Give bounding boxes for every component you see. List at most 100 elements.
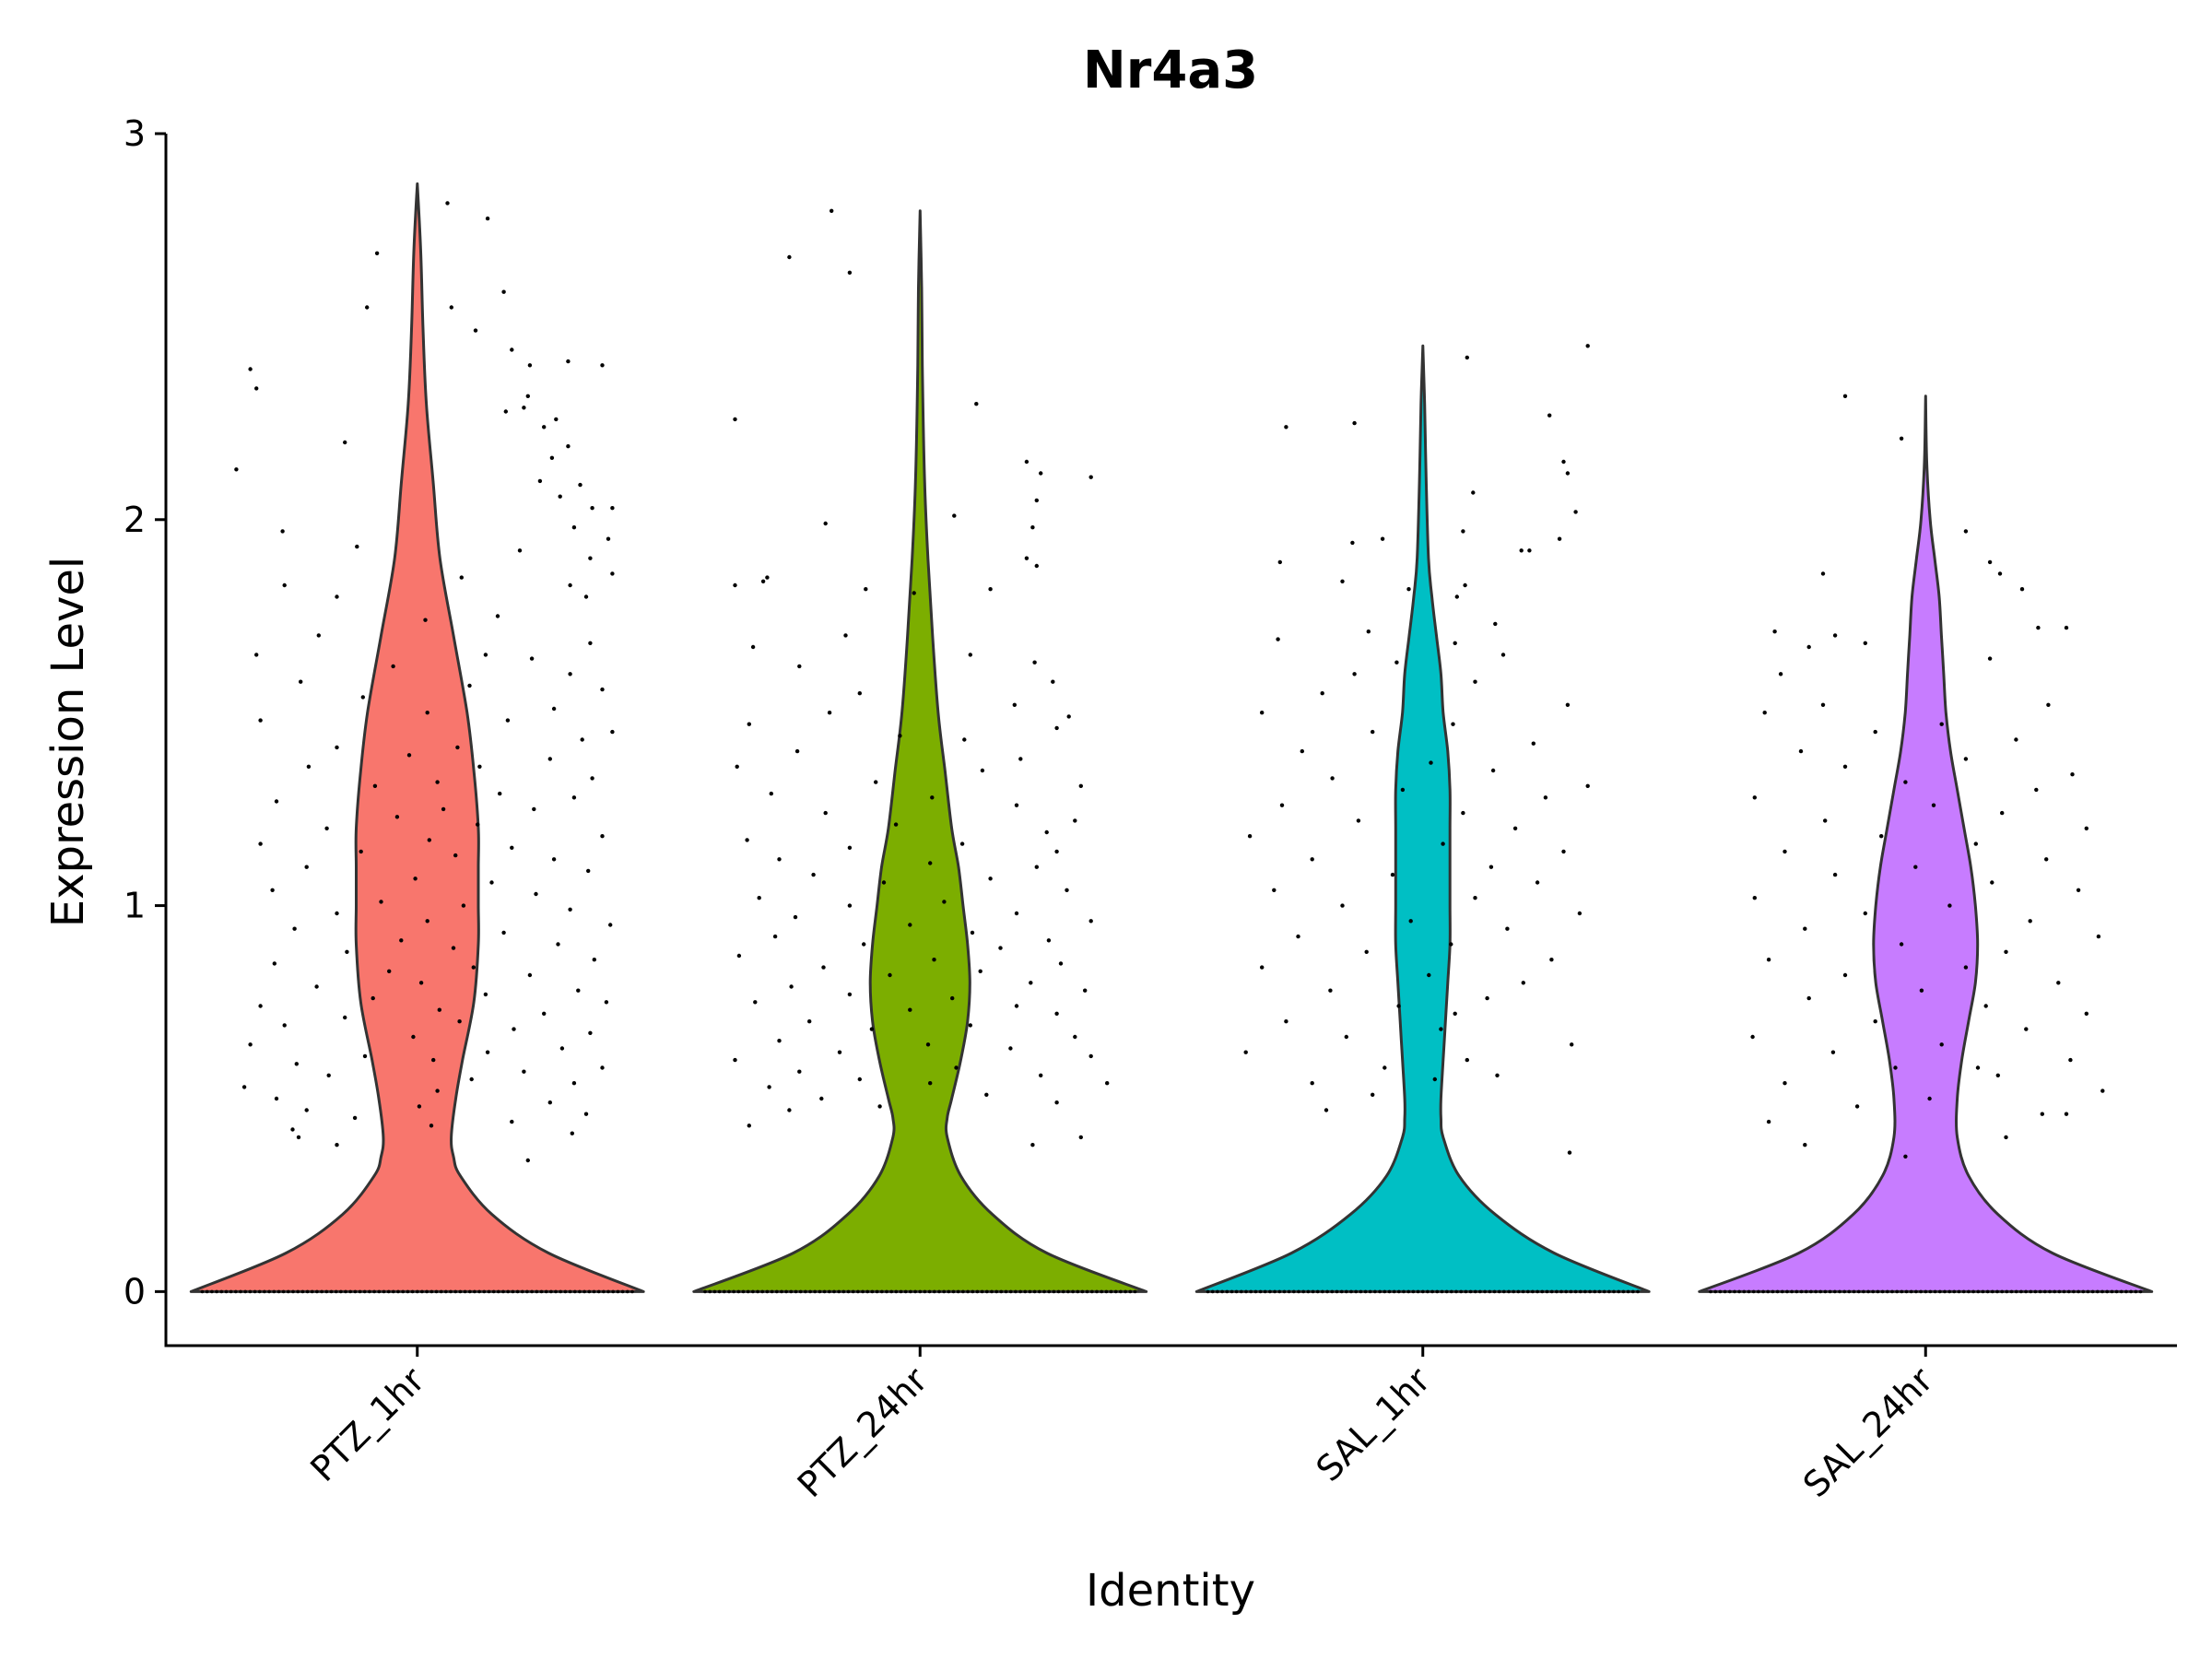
data-point xyxy=(455,745,460,750)
data-point xyxy=(485,1050,490,1054)
data-point xyxy=(708,1289,712,1294)
data-point xyxy=(1766,958,1771,962)
data-point xyxy=(1066,1289,1070,1294)
data-point xyxy=(1243,1050,1248,1054)
data-point xyxy=(1032,1289,1037,1294)
data-point xyxy=(362,1289,367,1294)
data-point xyxy=(1128,1289,1133,1294)
data-point xyxy=(435,780,440,784)
data-point xyxy=(1024,459,1030,465)
data-point xyxy=(566,444,571,449)
data-point xyxy=(1507,1289,1511,1294)
data-point xyxy=(747,1124,751,1128)
data-point xyxy=(532,806,536,812)
data-point xyxy=(808,1289,812,1294)
data-point xyxy=(988,877,993,881)
data-point xyxy=(429,1124,434,1128)
data-point xyxy=(980,1289,984,1294)
data-point xyxy=(458,1289,463,1294)
data-point xyxy=(899,1289,903,1294)
data-point xyxy=(1345,1289,1348,1294)
data-point xyxy=(1034,498,1040,503)
data-point xyxy=(1775,1289,1780,1294)
data-point xyxy=(1893,1065,1898,1070)
data-point xyxy=(537,478,543,484)
data-point xyxy=(988,587,993,592)
data-point xyxy=(1899,436,1904,441)
data-point xyxy=(1240,1289,1243,1294)
data-point xyxy=(797,664,802,669)
data-point xyxy=(1453,1011,1457,1017)
data-point xyxy=(974,402,979,406)
data-point xyxy=(248,1042,253,1047)
data-point xyxy=(789,984,794,989)
data-point xyxy=(822,1289,827,1294)
data-point xyxy=(2068,1057,2073,1063)
data-point xyxy=(296,1135,301,1140)
data-point xyxy=(1038,1289,1041,1294)
data-point xyxy=(1454,594,1460,599)
data-point xyxy=(1540,1289,1545,1294)
data-point xyxy=(1284,1019,1288,1024)
violin-group-sal-24hr xyxy=(1698,394,2154,1294)
data-point xyxy=(978,969,982,974)
data-point xyxy=(1728,1289,1732,1294)
data-point xyxy=(2040,1112,2044,1116)
data-point xyxy=(1220,1289,1224,1294)
data-point xyxy=(837,1050,842,1054)
data-point xyxy=(471,965,476,970)
data-point xyxy=(304,865,309,869)
data-point xyxy=(1531,1289,1535,1294)
data-point xyxy=(2024,1027,2029,1031)
data-point xyxy=(276,1289,281,1294)
data-point xyxy=(1626,1289,1630,1294)
data-point xyxy=(1380,536,1385,541)
data-point xyxy=(1569,1289,1573,1294)
data-point xyxy=(1991,1289,1994,1294)
data-point xyxy=(811,872,816,877)
data-point xyxy=(1054,849,1059,854)
data-point xyxy=(760,1289,764,1294)
data-point xyxy=(2048,1289,2052,1294)
data-point xyxy=(1757,1289,1760,1294)
data-point xyxy=(1531,741,1536,746)
data-point xyxy=(1297,1289,1300,1294)
data-point xyxy=(1030,1143,1035,1147)
data-point xyxy=(2034,787,2039,793)
data-point xyxy=(2110,1289,2114,1294)
data-point xyxy=(933,1289,936,1294)
data-point xyxy=(1471,490,1476,495)
data-point xyxy=(1847,1289,1852,1294)
data-point xyxy=(1133,1289,1137,1294)
data-point xyxy=(966,1289,970,1294)
data-point xyxy=(1762,711,1767,715)
data-point xyxy=(590,506,594,511)
data-point xyxy=(1823,818,1828,823)
data-point xyxy=(2076,888,2081,892)
data-point xyxy=(451,946,456,950)
data-point xyxy=(571,525,577,530)
data-point xyxy=(847,845,853,850)
data-point xyxy=(1324,1108,1329,1112)
data-point xyxy=(626,1289,629,1294)
data-point xyxy=(1750,1034,1755,1040)
data-point xyxy=(1577,911,1583,916)
data-point xyxy=(604,1000,609,1005)
data-point xyxy=(339,1289,343,1294)
data-point xyxy=(1565,702,1571,707)
data-point xyxy=(1216,1289,1219,1294)
data-point xyxy=(1047,1289,1051,1294)
data-point xyxy=(1488,1289,1492,1294)
data-point xyxy=(1368,1289,1372,1294)
data-point xyxy=(2004,1135,2008,1140)
data-point xyxy=(2014,737,2018,742)
data-point xyxy=(1485,995,1489,1001)
data-point xyxy=(843,633,848,638)
data-point xyxy=(1461,810,1465,816)
data-point xyxy=(2070,772,2075,777)
data-point xyxy=(410,1289,415,1294)
data-point xyxy=(510,347,514,352)
data-point xyxy=(794,1289,798,1294)
data-point xyxy=(1621,1289,1626,1294)
